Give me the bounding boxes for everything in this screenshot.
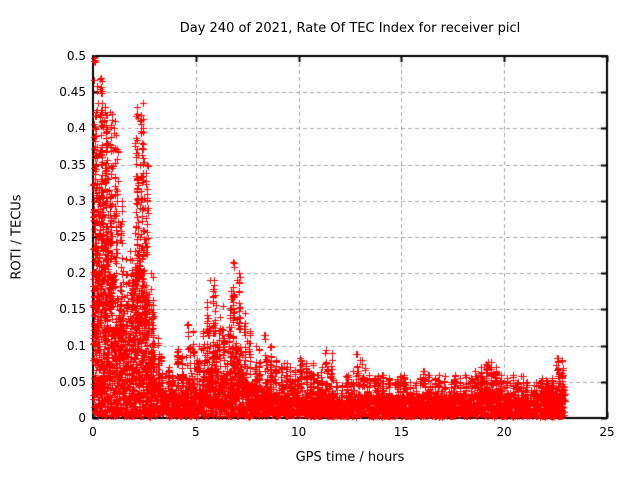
x-tick-label: 15 xyxy=(393,425,410,439)
y-tick-label: 0.1 xyxy=(66,338,86,353)
y-tick-label: 0.05 xyxy=(59,374,86,389)
y-tick-label: 0 xyxy=(78,411,86,425)
y-tick-label: 0.35 xyxy=(59,157,86,172)
x-axis-label: GPS time / hours xyxy=(295,450,405,465)
chart-title: Day 240 of 2021, Rate Of TEC Index for r… xyxy=(179,21,521,36)
x-tick-label: 5 xyxy=(191,425,200,439)
x-tick-label: 20 xyxy=(496,425,512,439)
x-tick-label: 0 xyxy=(89,425,97,439)
y-tick-label: 0.4 xyxy=(66,121,86,136)
y-tick-label: 0.5 xyxy=(66,49,86,63)
y-tick-label: 0.25 xyxy=(59,230,86,244)
x-tick-label: 10 xyxy=(290,425,307,439)
y-tick-label: 0.2 xyxy=(66,266,86,281)
y-tick-label: 0.45 xyxy=(59,85,86,100)
y-tick-label: 0.3 xyxy=(66,193,86,208)
x-tick-label: 25 xyxy=(599,425,615,439)
y-tick-label: 0.15 xyxy=(59,302,86,317)
